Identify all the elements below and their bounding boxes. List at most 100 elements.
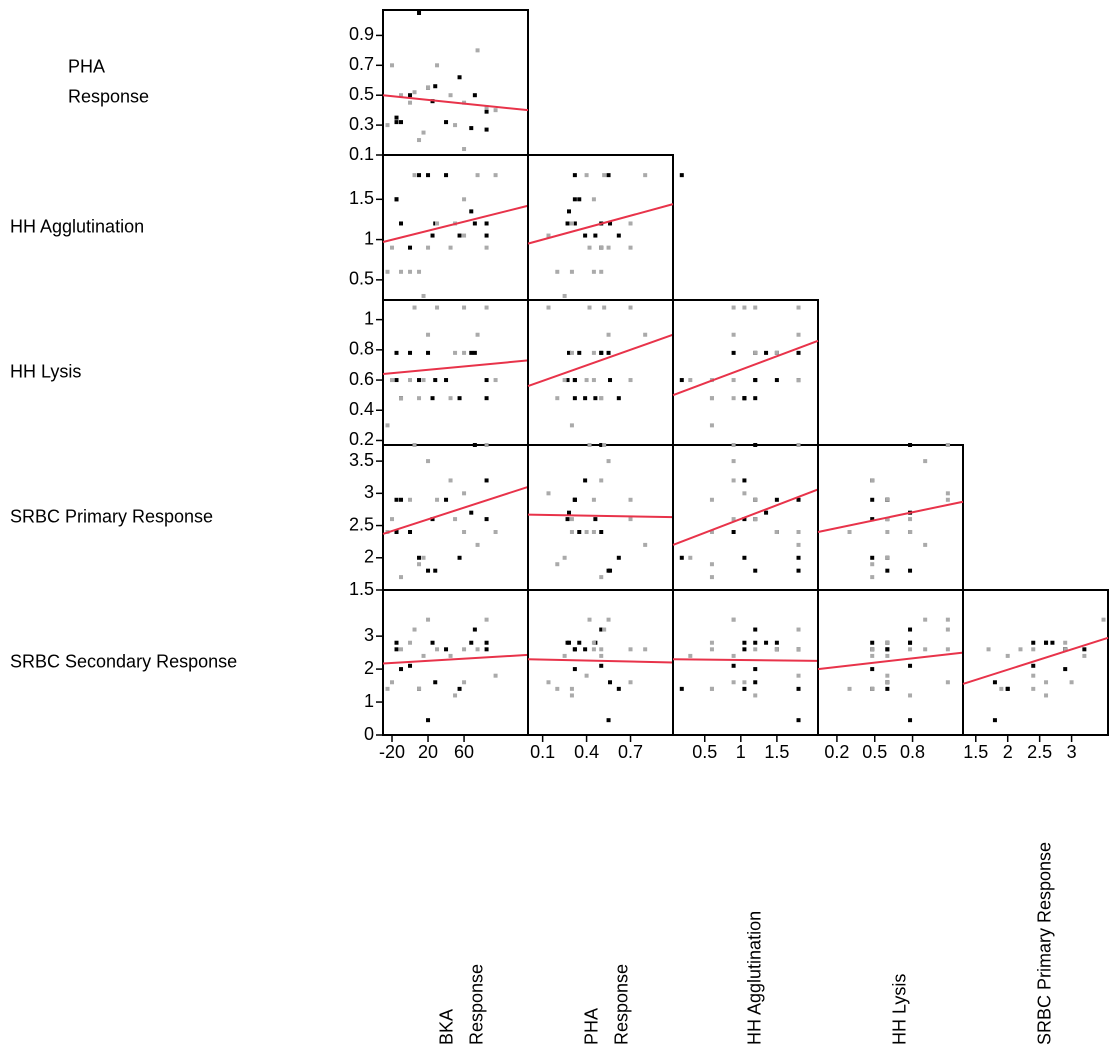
point xyxy=(1005,686,1010,691)
y-tick-label: 0.5 xyxy=(349,269,374,289)
point xyxy=(606,718,611,723)
x-tick-label: 3 xyxy=(1067,742,1077,762)
point xyxy=(412,305,417,310)
y-tick-label: 2 xyxy=(364,547,374,567)
point xyxy=(923,542,928,547)
point xyxy=(587,617,592,622)
point xyxy=(412,90,417,95)
point xyxy=(569,350,574,355)
point xyxy=(731,478,736,483)
point xyxy=(709,423,714,428)
point xyxy=(731,653,736,658)
point xyxy=(643,647,648,652)
column-label: HH Agglutination xyxy=(744,911,764,1045)
point xyxy=(593,233,598,238)
point xyxy=(731,530,736,534)
fit-line xyxy=(817,500,964,533)
y-tick-label: 2 xyxy=(364,658,374,678)
point xyxy=(572,221,577,226)
point xyxy=(583,396,588,401)
x-tick-label: 2 xyxy=(1003,742,1013,762)
point xyxy=(472,627,477,632)
point xyxy=(426,718,431,723)
column-label: HH Lysis xyxy=(889,974,909,1045)
point xyxy=(430,233,435,238)
point xyxy=(546,233,551,238)
point xyxy=(796,305,801,310)
point xyxy=(584,673,589,678)
point xyxy=(408,640,413,645)
point xyxy=(453,123,458,128)
point xyxy=(742,396,747,401)
point xyxy=(945,491,950,496)
panel xyxy=(527,299,674,446)
point xyxy=(433,568,438,573)
column-label: Response xyxy=(611,964,631,1045)
point xyxy=(945,627,950,632)
point xyxy=(448,653,453,658)
point xyxy=(753,378,758,383)
point xyxy=(796,497,801,502)
point xyxy=(555,686,560,691)
point xyxy=(426,85,431,90)
point xyxy=(444,173,449,178)
point xyxy=(572,396,577,401)
point xyxy=(493,378,498,383)
point xyxy=(796,350,801,355)
point xyxy=(583,478,588,483)
point xyxy=(796,332,801,337)
point xyxy=(643,332,648,337)
point xyxy=(394,640,399,645)
point xyxy=(870,686,875,691)
point xyxy=(602,305,607,310)
point xyxy=(602,173,607,178)
point xyxy=(774,530,779,534)
point xyxy=(593,517,598,522)
point xyxy=(753,640,758,645)
point xyxy=(1063,640,1068,645)
point xyxy=(417,378,422,383)
fit-line xyxy=(962,636,1109,685)
point xyxy=(583,647,588,652)
point xyxy=(847,686,852,691)
point xyxy=(453,517,458,522)
point xyxy=(475,173,480,178)
point xyxy=(753,667,758,672)
fit-line xyxy=(672,658,819,662)
fit-line xyxy=(817,651,964,671)
point xyxy=(572,173,577,178)
point xyxy=(1082,653,1087,658)
panel xyxy=(527,154,674,301)
point xyxy=(774,497,779,502)
point xyxy=(484,378,489,383)
point xyxy=(796,568,801,573)
point xyxy=(484,443,489,447)
point xyxy=(462,305,467,310)
fit-line xyxy=(382,359,529,376)
point xyxy=(565,517,570,522)
y-tick-label: 2.5 xyxy=(349,514,374,534)
point xyxy=(408,269,413,274)
point xyxy=(709,686,714,691)
row-label: HH Lysis xyxy=(10,361,81,381)
point xyxy=(587,305,592,310)
point xyxy=(444,378,449,383)
column-label: BKA xyxy=(436,1009,456,1045)
point xyxy=(583,233,588,238)
point xyxy=(908,718,913,723)
point xyxy=(606,617,611,622)
point xyxy=(731,617,736,622)
point xyxy=(923,617,928,622)
point xyxy=(399,396,404,401)
point xyxy=(484,647,489,652)
point xyxy=(908,568,913,573)
point xyxy=(1031,640,1036,645)
point xyxy=(709,647,714,652)
point xyxy=(426,173,431,178)
point xyxy=(484,127,489,132)
point xyxy=(908,517,913,522)
point xyxy=(417,686,422,691)
point xyxy=(599,575,604,580)
point xyxy=(591,197,596,202)
point xyxy=(385,123,390,128)
